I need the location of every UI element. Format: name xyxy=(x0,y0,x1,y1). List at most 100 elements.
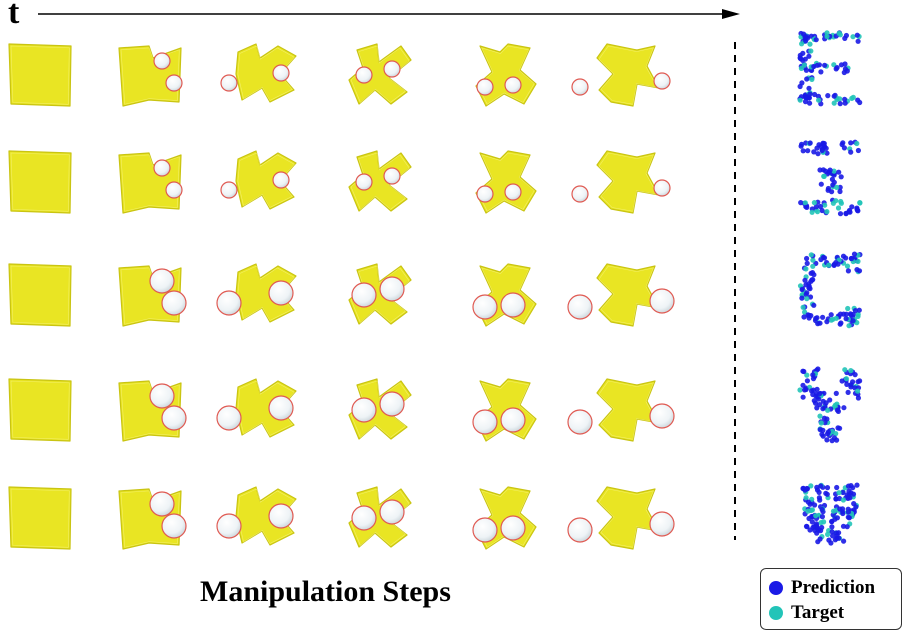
tool-sphere xyxy=(165,181,183,199)
prediction-point xyxy=(836,169,842,175)
target-point xyxy=(850,94,856,100)
material-r1-s2 xyxy=(235,43,297,103)
prediction-point xyxy=(804,290,810,296)
target-point xyxy=(814,209,821,215)
prediction-point xyxy=(807,140,813,146)
prediction-point xyxy=(826,537,832,543)
prediction-point xyxy=(804,76,810,82)
prediction-point xyxy=(818,483,824,489)
prediction-point xyxy=(812,502,818,508)
tool-sphere xyxy=(500,515,526,541)
prediction-point xyxy=(835,425,841,431)
prediction-point xyxy=(844,381,850,387)
prediction-point xyxy=(800,394,806,400)
tool-sphere xyxy=(351,282,377,308)
prediction-point xyxy=(808,270,814,276)
target-point xyxy=(831,100,837,106)
tool-sphere xyxy=(272,171,290,189)
tool-sphere xyxy=(567,409,593,435)
material-highlight xyxy=(598,152,658,212)
target-point xyxy=(834,184,840,190)
target-point xyxy=(808,483,814,489)
prediction-point xyxy=(829,524,835,530)
target-point xyxy=(826,262,832,268)
tool-sphere xyxy=(149,383,175,409)
prediction-point xyxy=(840,489,846,496)
prediction-point xyxy=(825,93,831,99)
tool-sphere xyxy=(472,409,498,435)
prediction-point xyxy=(825,429,831,435)
tool-sphere xyxy=(472,294,498,320)
time-axis-label: t xyxy=(8,0,20,31)
tool-sphere xyxy=(149,268,175,294)
target-point xyxy=(833,198,839,204)
prediction-point xyxy=(837,101,843,107)
prediction-point xyxy=(814,484,820,490)
target-point xyxy=(836,30,842,36)
target-point xyxy=(809,76,815,82)
prediction-point xyxy=(857,378,863,384)
material-body xyxy=(8,486,72,550)
prediction-point xyxy=(856,307,862,313)
material-r1-s3 xyxy=(348,43,412,105)
prediction-point xyxy=(842,61,848,67)
material-r4-s0 xyxy=(8,378,72,442)
prediction-point xyxy=(816,489,822,495)
tool-sphere xyxy=(268,395,294,421)
target-point xyxy=(824,209,830,215)
prediction-point xyxy=(836,530,842,536)
target-point xyxy=(838,198,844,205)
prediction-point xyxy=(817,536,823,542)
prediction-point xyxy=(848,384,854,390)
target-point xyxy=(808,48,814,54)
prediction-point xyxy=(831,179,837,185)
prediction-point xyxy=(848,140,854,146)
target-cloud-heart xyxy=(800,482,860,546)
prediction-point xyxy=(806,85,812,91)
material-r2-s0 xyxy=(8,150,72,214)
target-point xyxy=(818,420,824,426)
prediction-point xyxy=(845,514,851,520)
material-highlight xyxy=(237,45,295,101)
target-point xyxy=(810,263,816,269)
tool-sphere xyxy=(351,397,377,423)
target-point xyxy=(799,41,805,47)
prediction-point xyxy=(812,91,818,98)
prediction-point xyxy=(843,311,849,317)
prediction-point xyxy=(799,295,805,301)
prediction-point xyxy=(809,277,815,283)
tool-sphere xyxy=(649,511,675,537)
target-point xyxy=(821,173,827,179)
material-r1-s0 xyxy=(8,43,72,107)
prediction-point xyxy=(806,515,812,522)
prediction-point xyxy=(848,483,854,489)
tool-sphere xyxy=(153,52,171,70)
prediction-point xyxy=(807,91,813,97)
prediction-point xyxy=(824,491,830,497)
prediction-point xyxy=(802,487,808,493)
material-r4-s5 xyxy=(596,378,660,442)
tool-sphere xyxy=(220,74,238,92)
prediction-point xyxy=(828,312,834,318)
prediction-point xyxy=(802,387,808,393)
tool-sphere xyxy=(351,505,377,531)
prediction-point xyxy=(845,268,851,274)
prediction-point xyxy=(830,533,836,539)
material-r2-s3 xyxy=(348,150,412,212)
prediction-point xyxy=(804,255,810,262)
target-point xyxy=(813,513,819,519)
target-point xyxy=(803,266,809,272)
prediction-point xyxy=(835,261,841,267)
target-point xyxy=(835,205,842,211)
material-body xyxy=(596,43,660,107)
target-point xyxy=(797,387,803,393)
prediction-point xyxy=(822,62,828,68)
prediction-point xyxy=(842,35,848,41)
prediction-point xyxy=(820,140,826,146)
prediction-point xyxy=(807,286,813,292)
prediction-point xyxy=(800,50,806,56)
legend-item-target: Target xyxy=(769,602,844,624)
prediction-point xyxy=(807,100,813,106)
prediction-point xyxy=(855,38,861,44)
